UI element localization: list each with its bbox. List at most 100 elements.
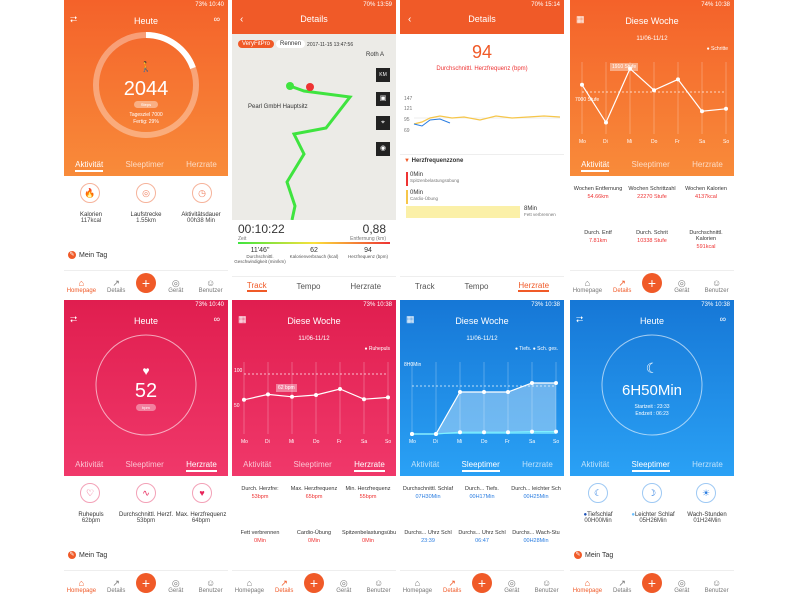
tab-activity[interactable]: Aktivität (75, 460, 104, 469)
nav-details[interactable]: ↗ Details (607, 278, 637, 294)
map-area[interactable]: VeryFitPro Rennen 2017-11-15 13:47:56 Ro… (232, 34, 396, 220)
tab-sleep[interactable]: Sleeptimer (293, 460, 332, 469)
min-hr: Min. Herzfrequenz 55bpm (342, 486, 394, 500)
nav-homepage[interactable]: ⌂ Homepage (572, 578, 602, 594)
locate-icon[interactable]: ⌖ (376, 116, 390, 130)
nav-label: Gerät (674, 588, 690, 594)
nav-user[interactable]: ☺ Benutzer (196, 278, 226, 294)
hr-stat: 94 Herzfrequenz (bpm) (342, 247, 394, 259)
tab-heartrate[interactable]: Herzrate (354, 460, 385, 472)
stat-value: 07H30Min (415, 494, 441, 500)
my-day[interactable]: ✎ Mein Tag (68, 251, 107, 259)
hr-value: 52 (134, 380, 158, 402)
tab-heartrate[interactable]: Herzrate (186, 460, 217, 472)
nav-device[interactable]: ◎ Gerät (667, 578, 697, 594)
nav-device[interactable]: ◎ Gerät (497, 578, 527, 594)
user-icon: ☺ (711, 278, 722, 288)
link-icon[interactable]: ∞ (719, 314, 726, 324)
nav-details[interactable]: ↗ Details (607, 578, 637, 594)
nav-homepage[interactable]: ⌂ Homepage (66, 578, 96, 594)
nav-user[interactable]: ☺ Benutzer (196, 578, 226, 594)
my-day[interactable]: ✎ Mein Tag (68, 551, 107, 559)
page-title: Details (468, 14, 496, 24)
x-tick-label: Sa (699, 139, 705, 145)
eye-icon[interactable]: ◉ (376, 142, 390, 156)
layers-icon[interactable]: ▣ (376, 92, 390, 106)
tab-tempo[interactable]: Tempo (464, 282, 489, 291)
tab-heartrate[interactable]: Herzrate (692, 160, 723, 169)
nav-device[interactable]: ◎ Gerät (667, 278, 697, 294)
nav-label: Homepage (572, 588, 603, 594)
x-tick-label: Di (603, 139, 608, 145)
tab-sleep[interactable]: Sleeptimer (125, 460, 164, 469)
stat-label: Herzfrequenz (bpm) (347, 254, 388, 259)
back-icon[interactable]: ‹ (240, 14, 244, 25)
calendar-icon[interactable]: ▦ (576, 14, 585, 24)
heart-pulse-icon: ♥ (192, 483, 212, 503)
add-button[interactable]: + (135, 573, 156, 593)
tab-bar: Aktivität Sleeptimer Herzrate (570, 460, 734, 472)
stat-value: 01H24Min (693, 518, 721, 524)
nav-user[interactable]: ☺ Benutzer (702, 278, 732, 294)
nav-user[interactable]: ☺ Benutzer (532, 578, 562, 594)
add-button[interactable]: + (641, 273, 662, 293)
zone-label: Spitzenbelastungsübung (410, 178, 460, 183)
add-button[interactable]: + (303, 573, 324, 593)
nav-device[interactable]: ◎ Gerät (161, 278, 191, 294)
tab-tempo[interactable]: Tempo (296, 282, 321, 291)
tab-heartrate[interactable]: Herzrate (522, 460, 553, 469)
status-text: 73% 10:38 (363, 302, 392, 308)
tab-sleep[interactable]: Sleeptimer (125, 160, 164, 169)
nav-homepage[interactable]: ⌂ Homepage (234, 578, 264, 594)
tab-bar: Aktivität Sleeptimer Herzrate (400, 460, 564, 472)
tab-heartrate[interactable]: Herzrate (350, 282, 382, 291)
nav-details[interactable]: ↗ Details (101, 278, 131, 294)
chart-icon: ↗ (112, 278, 120, 288)
stat-label: Leichter Schlaf (634, 512, 675, 518)
tab-heartrate[interactable]: Herzrate (692, 460, 723, 469)
stat-value: 00H25Min (523, 494, 549, 500)
stat-label: Durchschnittl. Schlaf (402, 486, 454, 492)
unit-km-button[interactable]: KM (376, 68, 390, 82)
tab-sleep[interactable]: Sleeptimer (631, 460, 670, 472)
tab-activity[interactable]: Aktivität (581, 160, 610, 172)
share-icon[interactable]: ⮂ (70, 14, 78, 24)
my-day[interactable]: ✎ Mein Tag (574, 551, 613, 559)
add-button[interactable]: + (471, 573, 492, 593)
share-icon[interactable]: ⮂ (70, 314, 78, 324)
tab-track[interactable]: Track (414, 282, 435, 291)
tab-sleep[interactable]: Sleeptimer (461, 460, 500, 472)
avg-steps: Durch. Schrit 10338 Stufe (626, 230, 678, 244)
tab-activity[interactable]: Aktivität (75, 160, 104, 172)
add-button[interactable]: + (135, 273, 156, 293)
link-icon[interactable]: ∞ (213, 14, 220, 24)
nav-homepage[interactable]: ⌂ Homepage (572, 278, 602, 294)
calendar-icon[interactable]: ▦ (406, 314, 415, 324)
x-tick-label: Do (651, 139, 658, 145)
tab-heartrate[interactable]: Herzrate (518, 281, 550, 292)
tab-heartrate[interactable]: Herzrate (186, 160, 217, 169)
share-icon[interactable]: ⮂ (576, 314, 584, 324)
nav-device[interactable]: ◎ Gerät (161, 578, 191, 594)
hr-series-line (413, 115, 561, 125)
nav-device[interactable]: ◎ Gerät (329, 578, 359, 594)
back-icon[interactable]: ‹ (408, 14, 412, 25)
compass-icon: ◎ (171, 578, 180, 588)
tab-activity[interactable]: Aktivität (581, 460, 610, 469)
calendar-icon[interactable]: ▦ (238, 314, 247, 324)
nav-details[interactable]: ↗ Details (269, 578, 299, 594)
stat-max: Max. Herzfrequenz 64bpm (174, 512, 228, 524)
add-button[interactable]: + (641, 573, 662, 593)
nav-homepage[interactable]: ⌂ Homepage (66, 278, 96, 294)
nav-details[interactable]: ↗ Details (437, 578, 467, 594)
tab-activity[interactable]: Aktivität (243, 460, 272, 469)
link-icon[interactable]: ∞ (213, 314, 220, 324)
nav-details[interactable]: ↗ Details (101, 578, 131, 594)
tab-activity[interactable]: Aktivität (411, 460, 440, 469)
nav-homepage[interactable]: ⌂ Homepage (402, 578, 432, 594)
tab-track[interactable]: Track (246, 281, 267, 292)
avg-hr-value: 94 (471, 42, 493, 62)
nav-user[interactable]: ☺ Benutzer (364, 578, 394, 594)
tab-sleep[interactable]: Sleeptimer (631, 160, 670, 169)
nav-user[interactable]: ☺ Benutzer (702, 578, 732, 594)
